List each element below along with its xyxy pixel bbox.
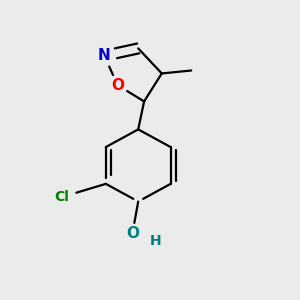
Text: H: H	[150, 234, 162, 248]
Text: N: N	[98, 48, 111, 63]
Text: O: O	[111, 78, 124, 93]
Text: Cl: Cl	[54, 190, 69, 204]
Text: O: O	[126, 226, 139, 242]
